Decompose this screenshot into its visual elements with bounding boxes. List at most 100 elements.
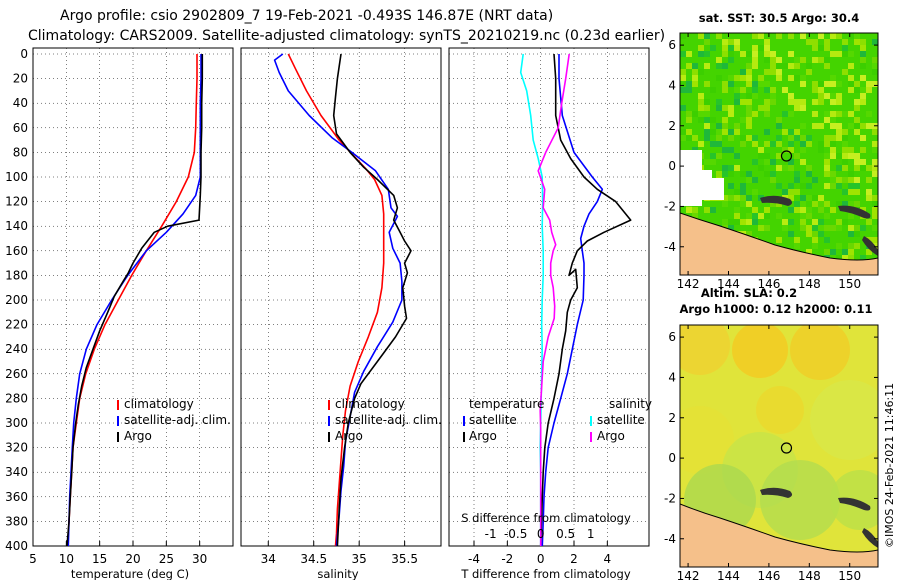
argo-location-marker	[780, 442, 793, 454]
sst-cell	[698, 51, 704, 57]
sst-cell	[722, 171, 728, 177]
sla-map-title: Altim. SLA: 0.2	[701, 286, 797, 300]
sst-cell	[824, 117, 830, 123]
sst-cell	[830, 99, 836, 105]
sst-cell	[770, 51, 776, 57]
series-line-argo	[332, 53, 412, 547]
sst-cell	[776, 69, 782, 75]
sst-cell	[722, 129, 728, 135]
sst-cell	[872, 57, 878, 63]
s-difference-tick-label: 1	[587, 527, 595, 541]
depth-tick-label: 60	[13, 121, 28, 135]
sla-map-subtitle: Argo h1000: 0.12 h2000: 0.11	[679, 302, 872, 316]
sst-cell	[860, 255, 866, 261]
sst-cell	[746, 69, 752, 75]
sst-cell	[788, 159, 794, 165]
sst-cell	[800, 141, 806, 147]
sst-cell	[812, 45, 818, 51]
sst-cell	[836, 201, 842, 207]
sst-cell	[836, 153, 842, 159]
sst-cell	[854, 231, 860, 237]
sst-cell	[830, 207, 836, 213]
sst-cell	[818, 57, 824, 63]
sst-cell	[782, 147, 788, 153]
sst-cell	[836, 129, 842, 135]
map-y-tick-label: 6	[668, 330, 676, 344]
sst-cell	[758, 153, 764, 159]
sst-cell	[866, 189, 872, 195]
series-line-salinity-argo	[537, 53, 570, 546]
x-tick-label: 35.5	[391, 552, 418, 566]
x-tick-label: 34.5	[300, 552, 327, 566]
sst-cell	[806, 141, 812, 147]
sst-cell	[752, 57, 758, 63]
sst-cell	[716, 75, 722, 81]
series-line-salinity-satellite	[519, 53, 545, 546]
sst-cell	[860, 159, 866, 165]
sst-cell	[842, 201, 848, 207]
sst-map	[680, 33, 878, 275]
sst-cell	[740, 183, 746, 189]
sst-cell	[734, 75, 740, 81]
sst-cell	[710, 87, 716, 93]
sst-cell	[716, 105, 722, 111]
sst-cell	[806, 213, 812, 219]
sst-map-title: sat. SST: 30.5 Argo: 30.4	[699, 11, 859, 25]
sst-cell	[830, 33, 836, 39]
sst-cell	[776, 117, 782, 123]
sst-cell	[830, 111, 836, 117]
depth-tick-label: 380	[5, 514, 28, 528]
sst-cell	[842, 45, 848, 51]
sst-cell	[782, 129, 788, 135]
x-tick-label: 5	[29, 552, 37, 566]
sst-map-ticks: 142 144 146 148 150 6 4 2 0 -2 -4	[664, 33, 878, 291]
salinity-panel-frame	[240, 47, 442, 547]
sst-cell	[722, 147, 728, 153]
sst-cell	[818, 123, 824, 129]
sst-cell	[734, 87, 740, 93]
sst-cell	[704, 99, 710, 105]
sst-cell	[722, 201, 728, 207]
map-y-tick-label: 2	[668, 411, 676, 425]
sla-cell	[756, 386, 804, 434]
sst-cell	[818, 201, 824, 207]
sla-cell	[680, 325, 730, 375]
sst-cell	[866, 195, 872, 201]
sst-cell	[776, 75, 782, 81]
sst-cell	[710, 45, 716, 51]
sst-cell	[866, 165, 872, 171]
map-y-tick-label: 0	[668, 159, 676, 173]
x-tick-label: 15	[92, 552, 107, 566]
sst-cell	[776, 183, 782, 189]
sst-cell	[698, 141, 704, 147]
sst-cell	[740, 51, 746, 57]
sst-cell	[746, 63, 752, 69]
sst-cell	[740, 201, 746, 207]
map-x-tick-label: 150	[838, 277, 861, 291]
sst-cell	[788, 147, 794, 153]
sst-cell	[848, 183, 854, 189]
title-line-2: Climatology: CARS2009. Satellite-adjuste…	[28, 28, 665, 44]
sla-land-island	[760, 487, 793, 498]
sst-cell	[854, 81, 860, 87]
series-line-argo	[66, 54, 204, 547]
map-x-tick-label: 146	[757, 569, 780, 580]
sst-cell	[836, 93, 842, 99]
sst-cell	[716, 63, 722, 69]
sst-cell	[806, 231, 812, 237]
x-tick-label: 0	[537, 552, 545, 566]
sst-cell	[752, 219, 758, 225]
sst-cell	[758, 225, 764, 231]
sst-cell	[830, 141, 836, 147]
sst-cell	[764, 105, 770, 111]
map-y-tick-label: 2	[668, 119, 676, 133]
sst-cell	[782, 111, 788, 117]
sst-cell	[758, 105, 764, 111]
sst-cell	[782, 63, 788, 69]
x-tick-label: 20	[125, 552, 140, 566]
sst-cell	[698, 117, 704, 123]
sst-cell	[842, 219, 848, 225]
legend-label-satellite: satellite-adj. clim.	[124, 413, 231, 427]
sst-cell	[794, 129, 800, 135]
sst-cell	[764, 159, 770, 165]
